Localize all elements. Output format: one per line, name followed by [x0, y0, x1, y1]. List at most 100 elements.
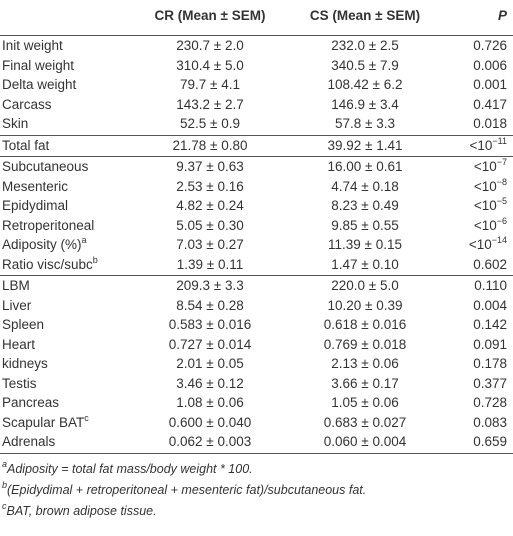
row-label: Scapular BATc [2, 413, 89, 433]
footnote-mark: c [2, 500, 7, 511]
table-row: Spleen 0.583 ± 0.016 0.618 ± 0.016 0.142 [0, 315, 513, 335]
cs-value: 11.39 ± 0.15 [328, 237, 402, 252]
table-row: Heart 0.727 ± 0.014 0.769 ± 0.018 0.091 [0, 335, 513, 355]
p-value: 0.083 [473, 413, 507, 433]
label-text: Retroperitoneal [2, 217, 95, 233]
row-label: kidneys [2, 354, 48, 374]
table-row: Liver 8.54 ± 0.28 10.20 ± 0.39 0.004 [0, 296, 513, 316]
footnote-mark: a [2, 458, 8, 469]
label-text: Heart [2, 336, 36, 352]
cr-value: 310.4 ± 5.0 [176, 57, 244, 73]
p-value: 0.726 [473, 36, 507, 56]
cs-value: 232.0 ± 2.5 [331, 38, 399, 53]
row-label: Retroperitoneal [2, 216, 94, 236]
p-text: 0.001 [473, 77, 507, 92]
p-value: <10−8 [474, 177, 507, 197]
cs-value: 0.618 ± 0.016 [323, 317, 407, 332]
header-cr: CR (Mean ± SEM) [154, 8, 266, 23]
cr-value: 5.05 ± 0.30 [176, 217, 244, 233]
footnote: b(Epidydimal + retroperitoneal + mesente… [2, 479, 367, 497]
cs-value: 10.20 ± 0.39 [327, 297, 403, 313]
label-text: Total fat [2, 137, 50, 153]
cs-value: 1.47 ± 0.10 [331, 256, 399, 272]
footnote: aAdiposity = total fat mass/body weight … [2, 458, 253, 476]
p-text: 0.004 [473, 297, 507, 313]
footnote-mark: b [2, 479, 8, 490]
cs-value: 8.23 ± 0.49 [331, 198, 399, 213]
label-text: Delta weight [2, 77, 77, 92]
p-sup: −5 [496, 196, 507, 206]
row-label: Liver [2, 296, 31, 316]
p-text: <10 [473, 198, 497, 213]
rule [0, 135, 513, 136]
label-text: Adiposity (%) [2, 237, 82, 252]
footnote-text: Adiposity = total fat mass/body weight *… [7, 461, 253, 476]
p-text: 0.726 [473, 38, 507, 53]
label-sup: c [84, 412, 89, 423]
table-row: Pancreas 1.08 ± 0.06 1.05 ± 0.06 0.728 [0, 393, 513, 413]
p-text: 0.659 [473, 434, 507, 449]
p-value: 0.602 [473, 255, 507, 275]
label-text: Carcass [2, 96, 52, 112]
p-sup: −7 [496, 157, 507, 167]
p-value: <10−7 [474, 157, 507, 177]
p-value: 0.659 [473, 432, 507, 452]
cs-value: 16.00 ± 0.61 [327, 159, 403, 174]
p-text: 0.091 [473, 336, 507, 352]
label-text: Init weight [2, 38, 63, 53]
row-label: Carcass [2, 95, 52, 115]
table-row: Adiposity (%)a 7.03 ± 0.27 11.39 ± 0.15 <10… [0, 235, 513, 255]
row-label: Skin [2, 114, 28, 134]
cs-value: 220.0 ± 5.0 [331, 278, 399, 293]
header-row: CR (Mean ± SEM) CS (Mean ± SEM) P [0, 0, 513, 36]
p-sup: −6 [496, 215, 507, 226]
row-label: Delta weight [2, 75, 76, 95]
p-value: <10−5 [474, 196, 507, 216]
table-row: Testis 3.46 ± 0.12 3.66 ± 0.17 0.377 [0, 374, 513, 394]
cr-value: 3.46 ± 0.12 [176, 375, 244, 391]
footnote-text: (Epidydimal + retroperitoneal + mesenter… [7, 482, 367, 497]
row-label: Adrenals [2, 432, 55, 452]
cr-value: 7.03 ± 0.27 [176, 237, 244, 252]
p-value: <10−6 [474, 216, 507, 236]
p-text: 0.006 [473, 57, 507, 73]
p-text: 0.142 [473, 317, 507, 332]
cs-value: 0.769 ± 0.018 [323, 336, 407, 352]
row-label: Subcutaneous [2, 157, 88, 177]
label-text: LBM [2, 278, 30, 293]
p-text: <10 [473, 217, 497, 233]
table-row: Epidydimal 4.82 ± 0.24 8.23 ± 0.49 <10−5 [0, 196, 513, 216]
rule [0, 275, 513, 276]
p-value: 0.091 [473, 335, 507, 355]
p-value: <10−14 [469, 235, 507, 255]
rule [0, 453, 513, 454]
table-row: Init weight 230.7 ± 2.0 232.0 ± 2.5 0.726 [0, 36, 513, 56]
cs-value: 146.9 ± 3.4 [331, 96, 399, 112]
table-row: Mesenteric 2.53 ± 0.16 4.74 ± 0.18 <10−8 [0, 177, 513, 197]
row-label: Init weight [2, 36, 63, 56]
label-text: Mesenteric [2, 178, 69, 194]
label-text: Scapular BAT [2, 414, 85, 430]
cr-value: 2.01 ± 0.05 [176, 356, 244, 371]
table-row: Final weight 310.4 ± 5.0 340.5 ± 7.9 0.006 [0, 56, 513, 76]
p-sup: −14 [491, 235, 507, 245]
p-value: 0.006 [473, 56, 507, 76]
table-row: Skin 52.5 ± 0.9 57.8 ± 3.3 0.018 [0, 114, 513, 134]
label-text: kidneys [2, 356, 48, 371]
table-row: Retroperitoneal 5.05 ± 0.30 9.85 ± 0.55 <10… [0, 216, 513, 236]
label-text: Testis [2, 375, 37, 391]
p-text: 0.018 [473, 116, 507, 131]
cs-value: 108.42 ± 6.2 [327, 77, 403, 92]
cs-value: 4.74 ± 0.18 [331, 178, 399, 194]
row-label: Adiposity (%)a [2, 235, 87, 255]
row-label: Epidydimal [2, 196, 68, 216]
cs-value: 9.85 ± 0.55 [331, 217, 399, 233]
label-sup: b [92, 254, 98, 265]
cr-value: 79.7 ± 4.1 [180, 77, 240, 92]
cs-value: 0.060 ± 0.004 [323, 434, 407, 449]
row-label: Total fat [2, 136, 49, 156]
p-text: <10 [468, 237, 492, 252]
cr-value: 8.54 ± 0.28 [176, 297, 244, 313]
cs-value: 0.683 ± 0.027 [323, 414, 407, 430]
table-row: Adrenals 0.062 ± 0.003 0.060 ± 0.004 0.659 [0, 432, 513, 452]
